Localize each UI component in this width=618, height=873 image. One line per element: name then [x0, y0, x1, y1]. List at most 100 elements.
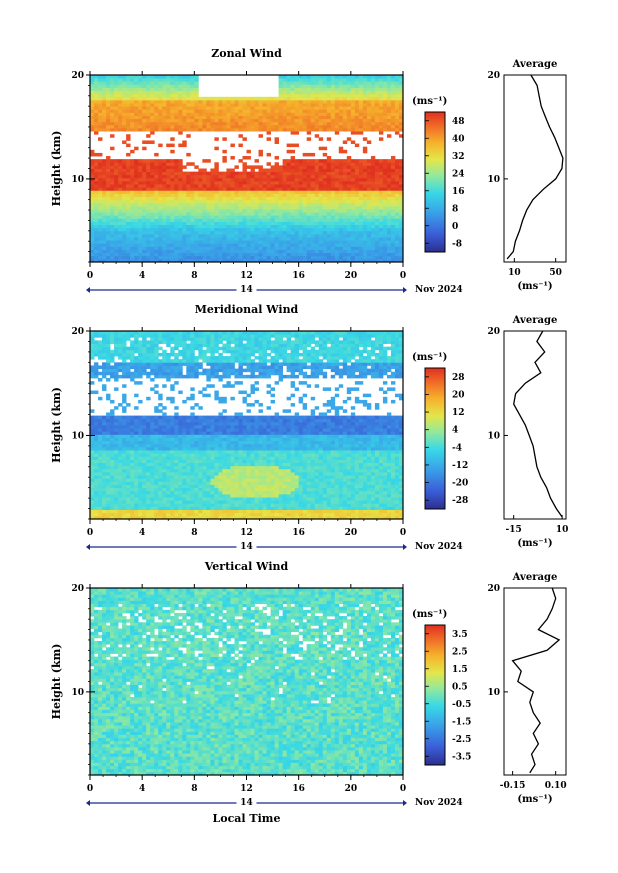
colorbar-tick-label: 0 [452, 222, 458, 232]
day-bar-right-arrow [403, 544, 407, 550]
colorbar-tick-label: -1.5 [452, 717, 471, 727]
profile-x-tick-label: 10 [556, 525, 569, 535]
date-label: Nov 2024 [415, 542, 463, 552]
day-label: 14 [240, 285, 253, 295]
colorbar-tick-label: -12 [452, 461, 468, 471]
x-tick-label: 20 [345, 271, 358, 281]
y-tick-label: 10 [71, 688, 84, 698]
colorbar-tick-label: 20 [452, 390, 465, 400]
y-tick-label: 20 [71, 327, 84, 337]
y-axis-label: Height (km) [50, 387, 63, 463]
y-tick-label: 10 [71, 431, 84, 441]
x-tick-label: 8 [191, 271, 197, 281]
x-tick-label: 0 [400, 784, 406, 794]
x-tick-label: 16 [292, 528, 305, 538]
profile-line [506, 74, 564, 260]
profile-title: Average [512, 572, 558, 583]
x-tick-label: 16 [292, 271, 305, 281]
date-label: Nov 2024 [415, 798, 463, 808]
profile-frame [503, 74, 567, 263]
x-tick-label: 0 [87, 528, 93, 538]
profile-y-tick-label: 20 [487, 327, 500, 337]
profile-y-tick-label: 10 [487, 175, 500, 185]
profile-frame [503, 330, 567, 520]
day-bar-right-arrow [403, 287, 407, 293]
y-tick-label: 20 [71, 71, 84, 81]
x-tick-label: 0 [87, 784, 93, 794]
x-tick-label: 16 [292, 784, 305, 794]
profile-line [513, 330, 563, 518]
day-bar-left-arrow [86, 287, 90, 293]
x-tick-label: 0 [400, 271, 406, 281]
y-axis-label: Height (km) [50, 644, 63, 720]
profile-xlabel: (ms⁻¹) [517, 281, 552, 292]
x-tick-label: 0 [400, 528, 406, 538]
y-axis-label: Height (km) [50, 131, 63, 207]
colorbar-unit: (ms⁻¹) [412, 96, 447, 107]
colorbar-tick-label: 40 [452, 134, 465, 144]
colorbar [424, 111, 446, 253]
date-label: Nov 2024 [415, 285, 463, 295]
colorbar-tick-label: 12 [452, 408, 465, 418]
day-bar-left-arrow [86, 800, 90, 806]
colorbar-tick-label: 4 [452, 426, 458, 436]
panel-title: Vertical Wind [204, 560, 289, 573]
profile-title: Average [512, 59, 558, 70]
colorbar-tick-label: -0.5 [452, 700, 471, 710]
day-bar-left-arrow [86, 544, 90, 550]
colorbar-tick-label: -28 [452, 496, 468, 506]
profile-line [511, 587, 561, 774]
x-tick-label: 4 [139, 528, 145, 538]
panel-2: Meridional Wind Height (km) 10 20 0 4 8 12 16 20 0… [50, 303, 568, 552]
colorbar-tick-label: 0.5 [452, 682, 468, 692]
x-tick-label: 4 [139, 271, 145, 281]
panel-3: Vertical Wind Height (km) 10 20 0 4 8 12 16 20 0 14… [50, 560, 567, 808]
x-tick-label: 8 [191, 528, 197, 538]
x-tick-label: 8 [191, 784, 197, 794]
colorbar [424, 367, 446, 510]
x-axis-label: Local Time [213, 812, 281, 825]
profile-x-tick-label: 50 [549, 268, 562, 278]
day-label: 14 [240, 798, 253, 808]
colorbar-tick-label: 24 [452, 169, 465, 179]
colorbar-tick-label: -8 [452, 239, 462, 249]
x-tick-label: 4 [139, 784, 145, 794]
profile-title: Average [512, 315, 558, 326]
x-tick-label: 12 [240, 784, 253, 794]
day-label-bg [236, 540, 257, 550]
day-bar-right-arrow [403, 800, 407, 806]
x-tick-label: 0 [87, 271, 93, 281]
colorbar-tick-label: -3.5 [452, 752, 471, 762]
profile-y-tick-label: 20 [487, 71, 500, 81]
profile-xlabel: (ms⁻¹) [517, 794, 552, 805]
colorbar-tick-label: 32 [452, 152, 465, 162]
colorbar-tick-label: 3.5 [452, 630, 468, 640]
profile-frame [503, 587, 567, 776]
x-tick-label: 12 [240, 528, 253, 538]
panel-1: Zonal Wind Height (km) 10 20 0 4 8 12 16 20 0 14 Nov… [50, 47, 567, 295]
profile-y-tick-label: 10 [487, 688, 500, 698]
heatmap-field [90, 588, 404, 776]
average-profile: Average 10 20 10 50 (ms⁻¹) [487, 59, 567, 292]
colorbar-tick-label: -4 [452, 443, 462, 453]
colorbar-tick-label: -20 [452, 479, 468, 489]
average-profile: Average 10 20 -15 10 (ms⁻¹) [487, 315, 568, 549]
colorbar-tick-label: 1.5 [452, 665, 468, 675]
profile-y-tick-label: 20 [487, 584, 500, 594]
y-tick-label: 10 [71, 175, 84, 185]
x-tick-label: 20 [345, 784, 358, 794]
heatmap-field [90, 75, 404, 263]
day-label: 14 [240, 542, 253, 552]
heatmap-field [90, 331, 404, 520]
colorbar [424, 624, 446, 766]
x-tick-label: 12 [240, 271, 253, 281]
profile-x-tick-label: -15 [506, 525, 522, 535]
panel-title: Zonal Wind [211, 47, 282, 60]
colorbar-tick-label: 2.5 [452, 647, 468, 657]
x-tick-label: 20 [345, 528, 358, 538]
panel-title: Meridional Wind [195, 303, 299, 316]
profile-xlabel: (ms⁻¹) [517, 538, 552, 549]
average-profile: Average 10 20 -0.15 0.10 (ms⁻¹) [487, 572, 566, 805]
profile-x-tick-label: 0.10 [545, 781, 567, 791]
